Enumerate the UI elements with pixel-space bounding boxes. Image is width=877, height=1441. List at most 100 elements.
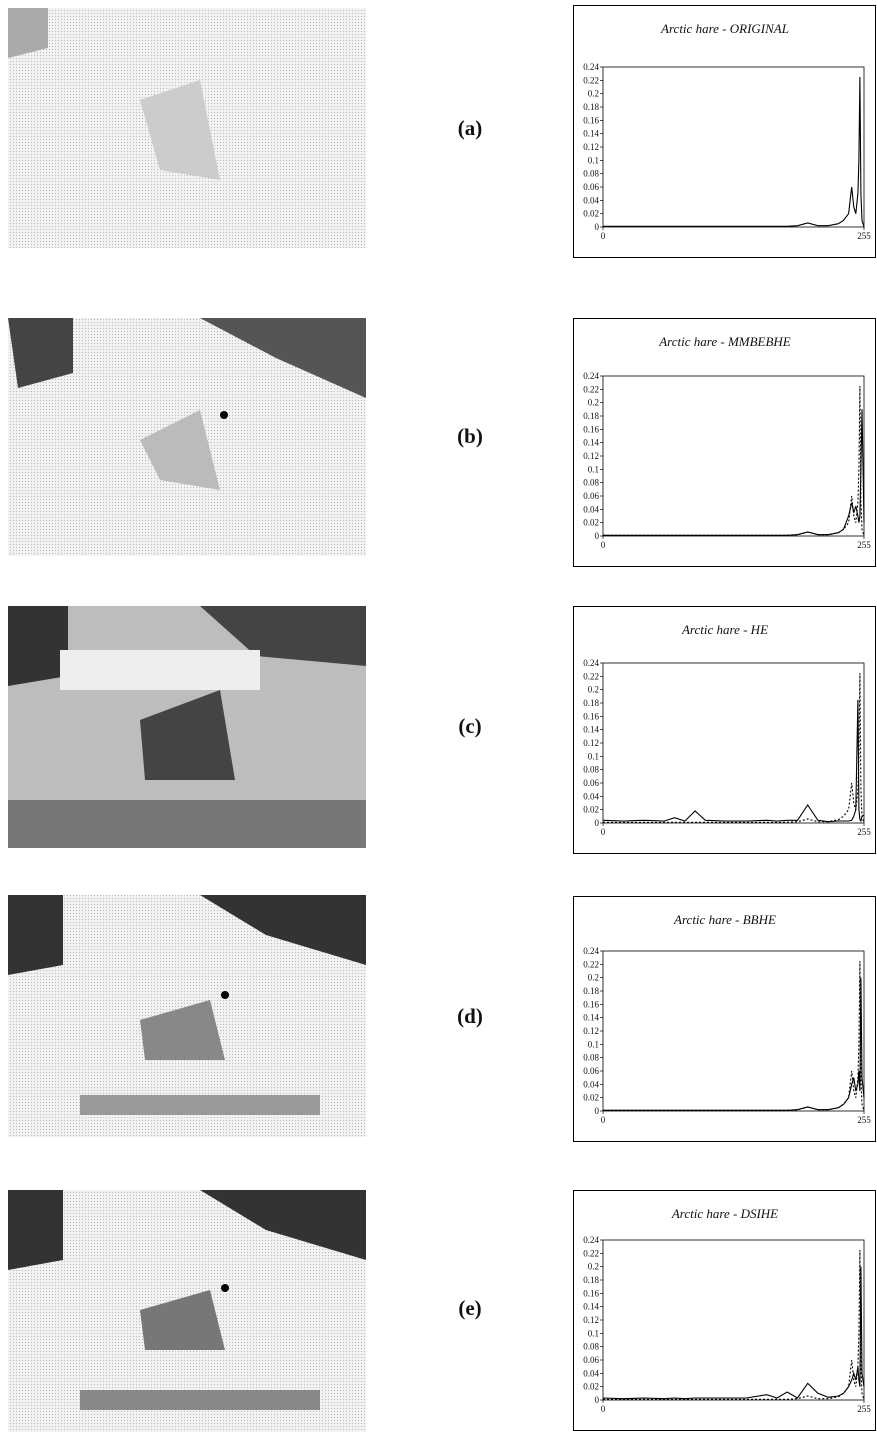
y-tick-label: 0.14 — [583, 1013, 599, 1023]
y-tick-label: 0.22 — [583, 671, 599, 681]
y-tick-label: 0.1 — [588, 1328, 599, 1338]
y-tick-label: 0.08 — [583, 1342, 599, 1352]
y-tick-label: 0.2 — [588, 685, 599, 695]
panel-label: (d) — [457, 1004, 483, 1028]
y-tick-label: 0.16 — [583, 115, 599, 125]
y-tick-label: 0 — [595, 1395, 600, 1405]
y-tick-label: 0.18 — [583, 986, 599, 996]
y-tick-label: 0.06 — [583, 182, 599, 192]
y-tick-label: 0.16 — [583, 711, 599, 721]
y-tick-label: 0.18 — [583, 411, 599, 421]
y-tick-label: 0.02 — [583, 1093, 599, 1103]
y-tick-label: 0.2 — [588, 1262, 599, 1272]
x-tick-label: 255 — [857, 827, 871, 837]
y-tick-label: 0.04 — [583, 195, 599, 205]
chart-frame — [573, 606, 876, 854]
chart-title: Arctic hare - HE — [681, 622, 768, 637]
series-line — [603, 672, 865, 824]
y-tick-label: 0.12 — [583, 1026, 599, 1036]
y-tick-label: 0.08 — [583, 1053, 599, 1063]
chart-frame — [573, 318, 876, 567]
y-tick-label: 0.02 — [583, 209, 599, 219]
chart-title: Arctic hare - DSIHE — [671, 1206, 778, 1221]
series-line — [603, 1249, 865, 1401]
y-tick-label: 0.14 — [583, 725, 599, 735]
x-tick-label: 255 — [857, 1115, 871, 1125]
y-tick-label: 0.1 — [588, 464, 599, 474]
y-tick-label: 0 — [595, 531, 600, 541]
series-line — [602, 1266, 865, 1400]
y-tick-label: 0.02 — [583, 518, 599, 528]
plot-frame — [602, 662, 865, 824]
plot-frame — [602, 375, 865, 537]
x-tick-label: 255 — [857, 231, 871, 241]
y-tick-label: 0.18 — [583, 102, 599, 112]
x-tick-label: 0 — [601, 827, 606, 837]
photo-e — [8, 1190, 366, 1432]
y-tick-label: 0.04 — [583, 791, 599, 801]
y-tick-label: 0.24 — [583, 1235, 599, 1245]
y-tick-label: 0.22 — [583, 75, 599, 85]
x-tick-label: 255 — [857, 1404, 871, 1414]
y-tick-label: 0.24 — [583, 62, 599, 72]
series-line — [603, 385, 865, 537]
y-tick-label: 0.16 — [583, 424, 599, 434]
y-tick-label: 0.2 — [588, 398, 599, 408]
x-tick-label: 0 — [601, 231, 606, 241]
photo-c — [8, 606, 366, 848]
y-tick-label: 0.22 — [583, 959, 599, 969]
y-tick-label: 0.16 — [583, 999, 599, 1009]
photo-d — [8, 895, 366, 1137]
y-tick-label: 0.1 — [588, 751, 599, 761]
plot-frame — [602, 950, 865, 1112]
y-tick-label: 0.06 — [583, 1355, 599, 1365]
series-line — [602, 699, 865, 823]
y-tick-label: 0.06 — [583, 1066, 599, 1076]
series-line — [603, 960, 865, 1112]
y-tick-label: 0.12 — [583, 1315, 599, 1325]
y-tick-label: 0 — [595, 1106, 600, 1116]
y-tick-label: 0.22 — [583, 1248, 599, 1258]
chart-title: Arctic hare - MMBEBHE — [658, 334, 791, 349]
y-tick-label: 0.1 — [588, 1039, 599, 1049]
series-line — [603, 409, 865, 536]
chart-title: Arctic hare - ORIGINAL — [660, 21, 789, 36]
x-tick-label: 0 — [601, 540, 606, 550]
y-tick-label: 0.08 — [583, 765, 599, 775]
y-tick-label: 0.2 — [588, 973, 599, 983]
y-tick-label: 0.2 — [588, 89, 599, 99]
panel-label: (c) — [458, 714, 481, 738]
y-tick-label: 0.18 — [583, 1275, 599, 1285]
y-tick-label: 0.22 — [583, 384, 599, 394]
plot-frame — [602, 66, 865, 228]
y-tick-label: 0.06 — [583, 491, 599, 501]
x-tick-label: 0 — [601, 1404, 606, 1414]
y-tick-label: 0.24 — [583, 658, 599, 668]
y-tick-label: 0.04 — [583, 1368, 599, 1378]
y-tick-label: 0.08 — [583, 169, 599, 179]
y-tick-label: 0 — [595, 222, 600, 232]
y-tick-label: 0.1 — [588, 155, 599, 165]
photo-b — [8, 318, 366, 556]
y-tick-label: 0.14 — [583, 129, 599, 139]
panel-label: (e) — [458, 1296, 481, 1320]
y-tick-label: 0 — [595, 818, 600, 828]
chart-title: Arctic hare - BBHE — [673, 912, 776, 927]
chart-frame — [573, 5, 876, 258]
chart-frame — [573, 1190, 876, 1431]
x-tick-label: 255 — [857, 540, 871, 550]
plot-frame — [602, 1239, 865, 1401]
y-tick-label: 0.14 — [583, 438, 599, 448]
series-line — [603, 76, 865, 228]
x-tick-label: 0 — [601, 1115, 606, 1125]
chart-frame — [573, 896, 876, 1142]
panel-label: (b) — [457, 424, 483, 448]
y-tick-label: 0.24 — [583, 371, 599, 381]
photo-a — [8, 8, 366, 248]
y-tick-label: 0.02 — [583, 805, 599, 815]
y-tick-label: 0.08 — [583, 478, 599, 488]
y-tick-label: 0.12 — [583, 451, 599, 461]
y-tick-label: 0.04 — [583, 504, 599, 514]
